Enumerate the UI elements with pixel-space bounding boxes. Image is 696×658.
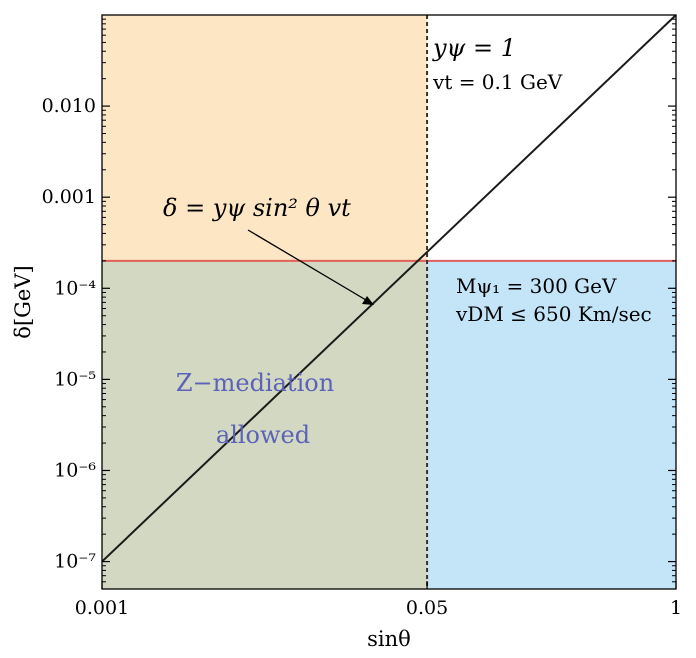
y-axis-label: δ[GeV] [11,265,35,338]
region-label-line2: allowed [216,421,310,449]
region-blue [427,260,676,589]
x-tick-label: 1 [670,597,682,619]
shaded-regions [102,15,676,589]
annotation-formula: δ = yψ sin² θ vt [163,194,351,222]
y-tick-label: 10⁻⁴ [54,277,96,299]
y-tick-label: 10⁻⁶ [54,459,96,481]
y-tick-label: 10⁻⁷ [54,551,96,573]
x-axis-label: sinθ [367,627,411,651]
annotation-arrowhead [362,296,374,305]
annotation-yukawa: yψ = 1 [432,34,516,62]
y-tick-label: 10⁻⁵ [54,368,96,390]
region-orange [102,15,428,261]
annotation-vt: vt = 0.1 GeV [432,70,563,94]
y-tick-label: 0.001 [42,186,96,208]
region-olive [102,260,428,589]
annotation-vdm: vDM ≤ 650 Km/sec [455,302,652,326]
plot-lines [101,14,677,589]
axis-ticks: 10⁻⁷ 10⁻⁶ 10⁻⁵ 10⁻⁴ 0.001 0.010 0.001 0.05 1 [42,18,682,619]
series-line [101,14,677,563]
y-tick-label: 0.010 [42,95,96,117]
annotation-mass: Mψ₁ = 300 GeV [456,274,617,298]
region-label-line1: Z−mediation [176,369,334,397]
x-tick-label: 0.001 [75,597,129,619]
annotation-arrow [247,229,372,304]
x-tick-label: 0.05 [406,597,448,619]
